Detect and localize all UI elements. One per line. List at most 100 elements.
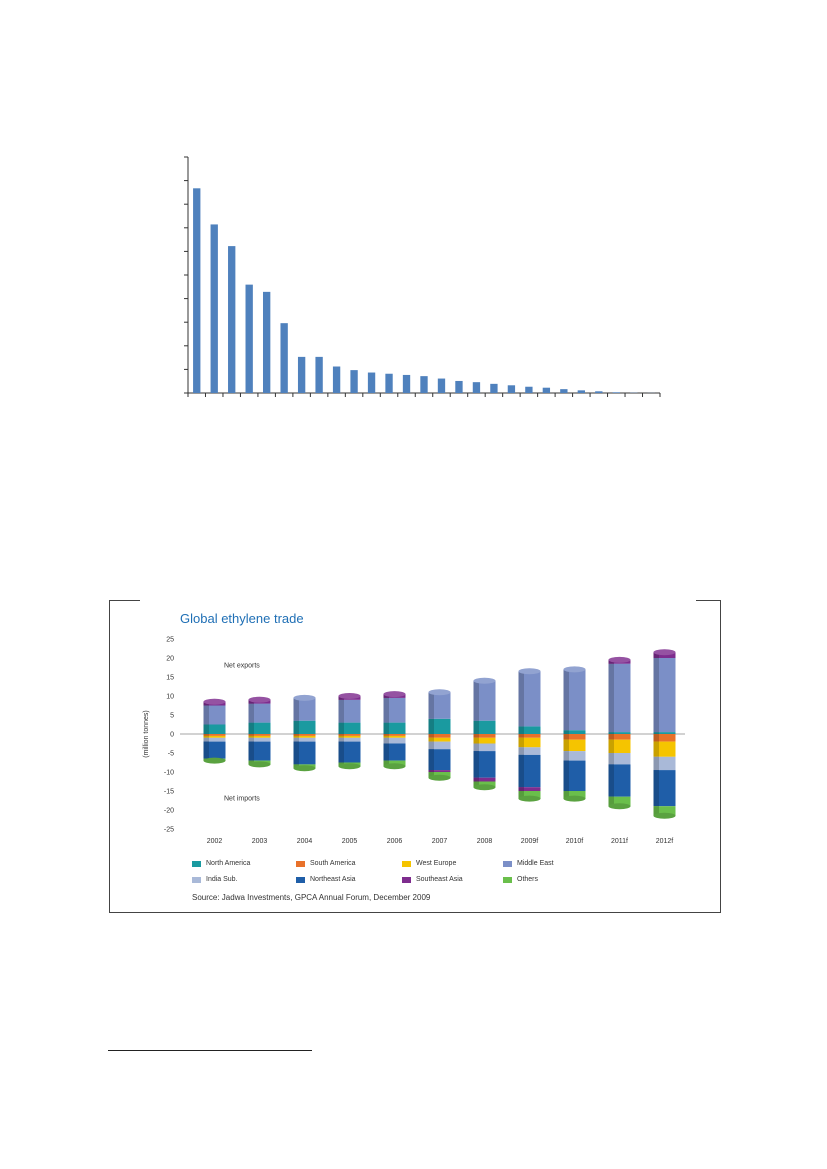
- bar: [367, 372, 376, 393]
- chart-source: Source: Jadwa Investments, GPCA Annual F…: [192, 893, 431, 902]
- cylinder-top: [473, 677, 496, 684]
- cylinder-segment: [473, 737, 496, 744]
- cylinder-top: [563, 666, 586, 673]
- segment-shade: [248, 734, 254, 736]
- cylinder-2011f: [608, 656, 631, 810]
- cylinder-2007: [428, 689, 451, 781]
- segment-shade: [608, 796, 614, 807]
- bar: [315, 356, 323, 393]
- x-tick-label: 2006: [387, 838, 403, 845]
- segment-shade: [428, 718, 434, 734]
- cylinder-top-highlight: [383, 691, 406, 698]
- ethylene-trade-figure: 25 20 15 10 5 0 -5 -10 -15 -20 -25 (million tonnes)…: [109, 599, 721, 913]
- segment-shade: [428, 734, 434, 738]
- cylinder-segment: [338, 734, 361, 736]
- segment-shade: [338, 737, 344, 742]
- y-tick-label: -5: [168, 751, 174, 758]
- segment-shade: [518, 754, 524, 788]
- legend-swatch: [503, 876, 512, 883]
- legend-swatch: [402, 860, 411, 867]
- segment-shade: [608, 739, 614, 753]
- segment-shade: [518, 791, 524, 799]
- bar: [437, 378, 446, 393]
- bar: [525, 386, 533, 393]
- segment-shade: [203, 705, 209, 725]
- bar: [507, 385, 516, 393]
- x-tick-label: 2010f: [566, 838, 584, 845]
- segment-shade: [203, 737, 209, 742]
- segment-shade: [653, 770, 659, 807]
- cylinder-segment: [383, 737, 406, 744]
- bar: [612, 392, 620, 393]
- segment-shade: [473, 751, 479, 778]
- legend-item: West Europe: [402, 860, 456, 867]
- segment-shade: [518, 737, 524, 748]
- cylinder-segment: [428, 737, 451, 742]
- segment-shade: [338, 699, 344, 723]
- legend-item: India Sub.: [192, 876, 238, 883]
- y-tick-label: 25: [166, 637, 174, 644]
- cylinder-top-highlight: [608, 656, 631, 663]
- cylinder-segment: [428, 741, 451, 750]
- cylinder-2005: [338, 693, 361, 770]
- cylinder-bottom: [563, 795, 586, 802]
- segment-shade: [563, 760, 569, 791]
- bar: [402, 374, 411, 393]
- cylinder-2009f: [518, 668, 541, 802]
- segment-shade: [473, 734, 479, 738]
- cylinder-segment: [563, 791, 586, 799]
- segment-shade: [428, 741, 434, 750]
- legend-item: Northeast Asia: [296, 876, 356, 883]
- cylinder-top-highlight: [518, 668, 541, 675]
- cylinder-segment: [518, 734, 541, 738]
- segment-shade: [428, 692, 434, 719]
- segment-shade: [608, 663, 614, 733]
- y-tick-label: -15: [164, 789, 174, 796]
- cylinder-segment: [473, 777, 496, 782]
- cylinder-segment: [203, 724, 226, 734]
- cylinder-top: [518, 668, 541, 675]
- cylinder-segment: [653, 806, 676, 816]
- x-tick-label: 2007: [432, 838, 448, 845]
- bar: [280, 323, 288, 393]
- segment-shade: [338, 735, 344, 738]
- cylinder-segment: [518, 737, 541, 748]
- x-tick-label: 2012f: [656, 838, 674, 845]
- segment-shade: [248, 703, 254, 723]
- cylinder-segment: [563, 734, 586, 740]
- cylinder-segment: [248, 722, 271, 734]
- segment-shade: [653, 806, 659, 816]
- cylinder-2006: [383, 691, 406, 770]
- segment-shade: [653, 732, 659, 734]
- cylinder-bottom: [248, 761, 271, 768]
- bar: [210, 224, 218, 393]
- segment-shade: [608, 732, 614, 734]
- bar: [385, 373, 393, 393]
- segment-shade: [293, 697, 299, 721]
- legend-swatch: [503, 860, 512, 867]
- cylinder-segment: [563, 751, 586, 761]
- segment-shade: [563, 791, 569, 799]
- cylinder-top: [248, 696, 271, 703]
- segment-shade: [428, 770, 434, 772]
- bar: [297, 356, 306, 393]
- segment-shade: [293, 734, 299, 736]
- cylinder-segment: [653, 732, 676, 734]
- cylinder-segment: [563, 730, 586, 734]
- cylinder-segment: [383, 734, 406, 736]
- bar: [350, 370, 358, 393]
- segment-shade: [293, 737, 299, 742]
- cylinder-segment: [248, 737, 271, 742]
- legend-swatch: [296, 876, 305, 883]
- legend-label: North America: [206, 860, 251, 867]
- x-tick-label: 2004: [297, 838, 313, 845]
- x-tick-label: 2003: [252, 838, 268, 845]
- cylinder-segment: [338, 735, 361, 738]
- cylinder-top-highlight: [653, 649, 676, 656]
- bar: [245, 284, 253, 393]
- y-tick-label: -10: [164, 770, 174, 777]
- cylinder-segment: [203, 735, 226, 738]
- cylinder-top-highlight: [293, 694, 316, 701]
- segment-shade: [518, 787, 524, 791]
- segment-shade: [383, 735, 389, 738]
